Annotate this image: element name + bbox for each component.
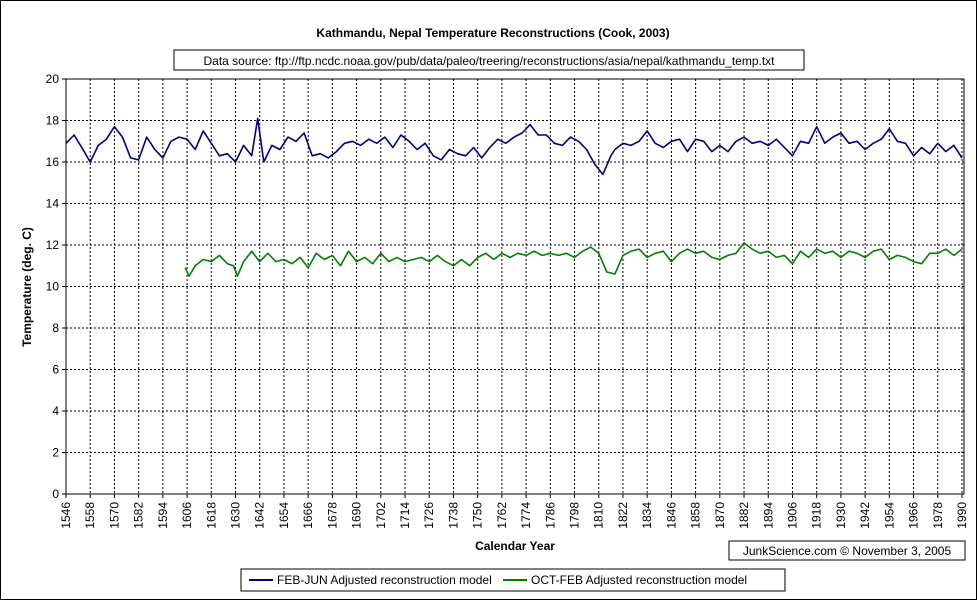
x-tick-label: 1942: [858, 502, 872, 529]
y-tick-label: 10: [46, 280, 60, 294]
x-tick-label: 1630: [229, 502, 243, 529]
credit-text: JunkScience.com © November 3, 2005: [743, 544, 952, 558]
x-tick-label: 1858: [689, 502, 703, 529]
x-tick-label: 1930: [834, 502, 848, 529]
x-tick-label: 1654: [277, 502, 291, 529]
chart-title: Kathmandu, Nepal Temperature Reconstruct…: [316, 26, 669, 40]
y-tick-label: 14: [46, 197, 60, 211]
x-tick-label: 1570: [107, 502, 121, 529]
y-tick-label: 18: [46, 114, 60, 128]
series-line-oct-feb: [184, 242, 963, 277]
x-tick-label: 1990: [955, 502, 969, 529]
x-tick-label: 1546: [59, 502, 73, 529]
x-tick-label: 1594: [156, 502, 170, 529]
x-tick-label: 1750: [471, 502, 485, 529]
x-axis-label: Calendar Year: [475, 539, 555, 553]
y-tick-label: 4: [52, 404, 59, 418]
y-tick-label: 12: [46, 238, 60, 252]
x-tick-label: 1642: [253, 502, 267, 529]
x-tick-label: 1606: [180, 502, 194, 529]
x-tick-label: 1882: [737, 502, 751, 529]
y-tick-label: 20: [46, 72, 60, 86]
x-tick-label: 1966: [907, 502, 921, 529]
chart-subtitle: Data source: ftp://ftp.ncdc.noaa.gov/pub…: [203, 54, 775, 68]
x-tick-labels: 1546 1558 1570 1582 1594 1606 1618 1630 1642 1654…: [59, 502, 969, 529]
x-tick-label: 1726: [422, 502, 436, 529]
series-line-feb-jun: [65, 117, 963, 176]
x-tick-label: 1618: [204, 502, 218, 529]
x-tick-label: 1714: [398, 502, 412, 529]
plot-area-border: [65, 78, 965, 495]
y-tick-label: 16: [46, 155, 60, 169]
y-tick-label: 8: [52, 321, 59, 335]
x-tick-label: 1846: [664, 502, 678, 529]
x-tick-label: 1690: [350, 502, 364, 529]
x-tick-label: 1666: [301, 502, 315, 529]
x-tick-label: 1702: [374, 502, 388, 529]
x-tick-label: 1678: [325, 502, 339, 529]
x-tick-label: 1918: [810, 502, 824, 529]
x-tick-label: 1954: [882, 502, 896, 529]
x-tick-label: 1798: [568, 502, 582, 529]
x-tick-label: 1906: [785, 502, 799, 529]
x-tick-label: 1786: [543, 502, 557, 529]
x-tick-label: 1810: [592, 502, 606, 529]
y-tick-labels: 0 2 4 6 8 10 12 14 16 18 20: [46, 72, 60, 501]
y-tick-label: 2: [52, 446, 59, 460]
legend-label: OCT-FEB Adjusted reconstruction model: [531, 573, 747, 587]
y-tick-label: 0: [52, 487, 59, 501]
x-tick-label: 1834: [640, 502, 654, 529]
x-tick-label: 1822: [616, 502, 630, 529]
y-axis-label: Temperature (deg. C): [20, 227, 34, 347]
legend-label: FEB-JUN Adjusted reconstruction model: [277, 573, 492, 587]
x-tick-label: 1774: [519, 502, 533, 529]
legend-items: FEB-JUN Adjusted reconstruction model OCT…: [249, 573, 747, 587]
x-tick-label: 1582: [132, 502, 146, 529]
x-tick-label: 1978: [931, 502, 945, 529]
x-tick-label: 1894: [761, 502, 775, 529]
x-tick-label: 1762: [495, 502, 509, 529]
x-tick-label: 1870: [713, 502, 727, 529]
subtitle-box: [173, 49, 805, 71]
gridlines: [62, 78, 964, 498]
y-tick-label: 6: [52, 363, 59, 377]
series-lines: [65, 117, 963, 277]
x-tick-label: 1738: [446, 502, 460, 529]
x-tick-label: 1558: [83, 502, 97, 529]
credit-box: [728, 540, 966, 561]
